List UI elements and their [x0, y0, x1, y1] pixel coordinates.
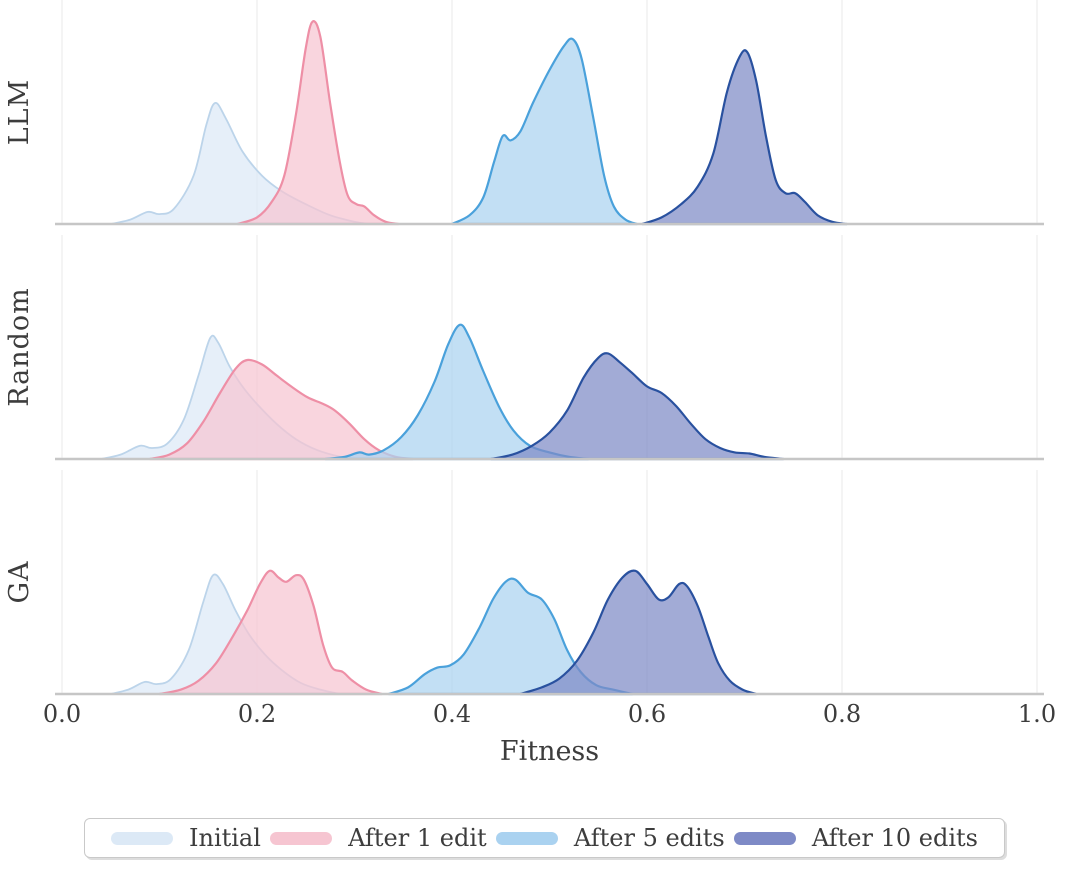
facet-plot-ga [55, 470, 1044, 696]
legend-label: After 10 edits [811, 824, 978, 852]
x-tick-label: 1.0 [1017, 700, 1057, 728]
facet-row-random [55, 235, 1044, 461]
density-curve-after-1-edit [148, 358, 415, 461]
x-axis-title: Fitness [499, 736, 600, 767]
x-tick-label: 0.0 [42, 700, 82, 728]
density-curve-after-5-edits [450, 37, 639, 226]
density-curve-after-1-edit [158, 569, 383, 696]
row-label-ga: GA [4, 560, 35, 604]
x-tick-label: 0.6 [627, 700, 667, 728]
legend-label: After 5 edits [573, 824, 725, 852]
legend-item-after-5-edits: After 5 edits [495, 824, 725, 852]
legend-item-after-1-edit: After 1 edit [270, 824, 487, 852]
row-label-random: Random [4, 287, 35, 407]
legend-swatch [270, 831, 333, 845]
facet-row-ga [55, 470, 1044, 696]
legend: Initial After 1 edit After 5 edits After 10… [84, 818, 1005, 858]
x-tick-label: 0.4 [432, 700, 472, 728]
facet-plot-random [55, 235, 1044, 461]
legend-item-initial: Initial [111, 824, 261, 852]
density-curve-after-1-edit [236, 20, 400, 226]
density-curve-after-10-edits [519, 569, 758, 696]
facet-row-llm [55, 0, 1044, 226]
facet-plot-llm [55, 0, 1044, 226]
x-tick-label: 0.8 [822, 700, 862, 728]
legend-swatch [495, 831, 558, 845]
row-label-llm: LLM [4, 78, 35, 146]
legend-item-after-10-edits: After 10 edits [733, 824, 978, 852]
density-curve-after-10-edits [489, 352, 785, 461]
legend-label: Initial [189, 824, 261, 852]
legend-swatch [111, 831, 173, 845]
legend-swatch [733, 831, 796, 845]
x-tick-label: 0.2 [237, 700, 277, 728]
legend-label: After 1 edit [348, 824, 487, 852]
density-curve-after-10-edits [641, 49, 848, 226]
